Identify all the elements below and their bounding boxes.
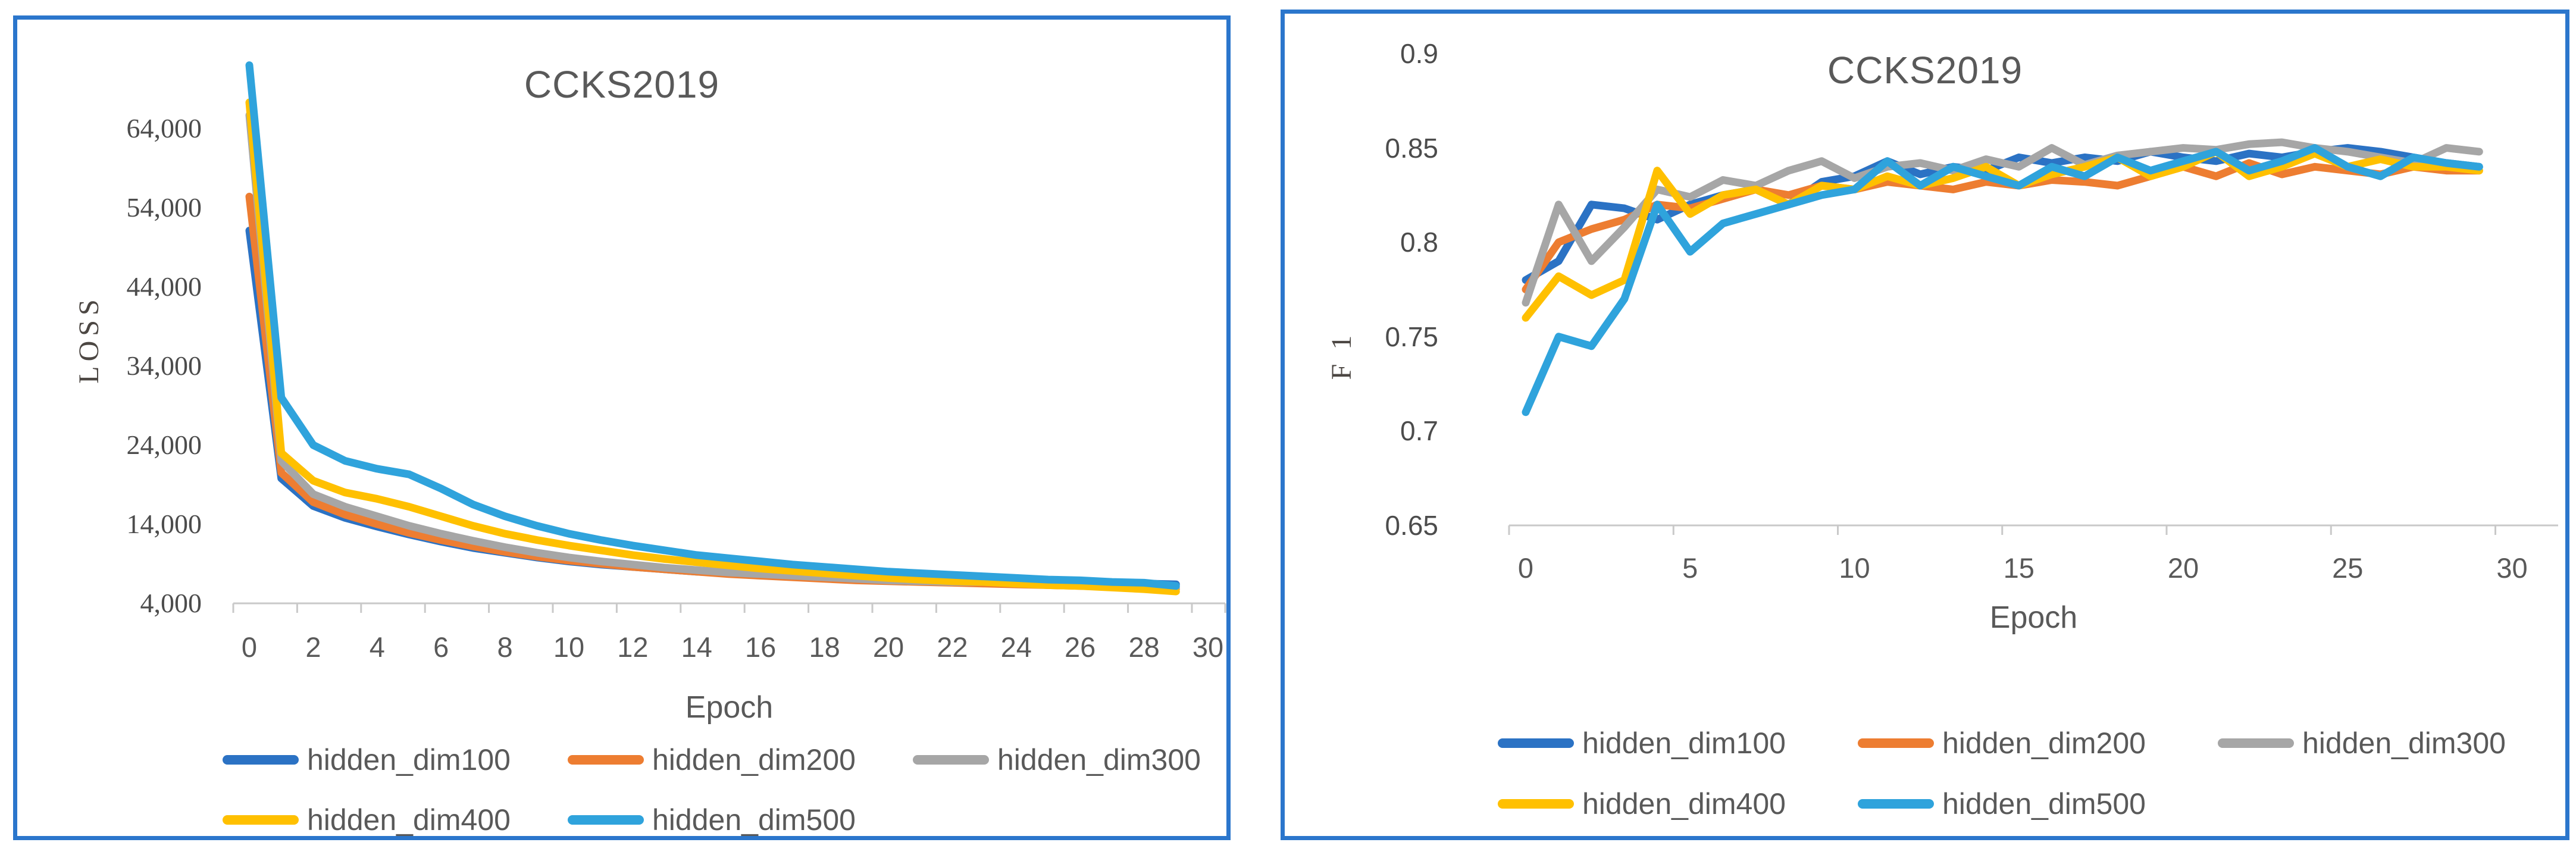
x-tick-label: 10 <box>553 631 585 663</box>
legend-swatch-hidden-dim500 <box>568 815 644 825</box>
legend-swatch-hidden-dim100 <box>223 755 299 765</box>
y-tick-label: 24,000 <box>126 430 202 460</box>
legend-label: hidden_dim300 <box>997 743 1201 776</box>
x-tick-label: 16 <box>745 631 777 663</box>
legend-swatch-hidden-dim300 <box>2218 738 2294 748</box>
x-tick-label: 30 <box>2496 552 2528 584</box>
x-tick-label: 14 <box>681 631 712 663</box>
f1-x-axis-title: Epoch <box>1989 600 2078 635</box>
x-tick-label: 10 <box>1839 552 1870 584</box>
loss-chart-title: CCKS2019 <box>524 63 720 106</box>
y-tick-label: 44,000 <box>126 271 202 302</box>
legend-swatch-hidden-dim100 <box>1498 738 1574 748</box>
legend-item-hidden-dim500: hidden_dim500 <box>568 803 856 837</box>
x-tick-label: 25 <box>2332 552 2364 584</box>
legend-item-hidden-dim200: hidden_dim200 <box>568 743 856 777</box>
legend-swatch-hidden-dim400 <box>223 815 299 825</box>
legend-item-hidden-dim100: hidden_dim100 <box>223 743 511 777</box>
legend-swatch-hidden-dim200 <box>1858 738 1934 748</box>
y-tick-label: 14,000 <box>126 509 202 539</box>
x-tick-label: 22 <box>937 631 968 663</box>
x-tick-label: 6 <box>433 631 449 663</box>
loss-x-axis-title: Epoch <box>685 690 774 725</box>
y-tick-label: 64,000 <box>126 113 202 143</box>
x-tick-label: 24 <box>1000 631 1032 663</box>
x-tick-label: 0 <box>1517 552 1534 584</box>
y-tick-label: 54,000 <box>126 192 202 223</box>
x-tick-label: 20 <box>2167 552 2199 584</box>
x-tick-label: 5 <box>1682 552 1698 584</box>
loss-line-chart <box>232 61 1226 613</box>
x-tick-label: 2 <box>305 631 321 663</box>
x-tick-label: 28 <box>1128 631 1160 663</box>
legend-label: hidden_dim500 <box>652 803 856 837</box>
legend-label: hidden_dim200 <box>652 743 856 776</box>
y-tick-label: 0.8 <box>1400 227 1438 258</box>
y-tick-label: 0.65 <box>1385 510 1438 541</box>
y-tick-label: 0.7 <box>1400 415 1438 447</box>
legend-label: hidden_dim200 <box>1942 727 2146 760</box>
y-tick-label: 0.9 <box>1400 38 1438 69</box>
legend-item-hidden-dim200: hidden_dim200 <box>1858 726 2146 760</box>
x-tick-label: 4 <box>369 631 385 663</box>
legend-item-hidden-dim400: hidden_dim400 <box>1498 787 1786 821</box>
legend-swatch-hidden-dim300 <box>913 755 989 765</box>
x-tick-label: 8 <box>497 631 513 663</box>
y-tick-label: 4,000 <box>140 588 202 618</box>
x-tick-label: 20 <box>872 631 904 663</box>
legend-label: hidden_dim400 <box>1582 787 1786 821</box>
y-tick-label: 34,000 <box>126 350 202 381</box>
legend-swatch-hidden-dim200 <box>568 755 644 765</box>
f1-line-chart <box>1508 138 2558 535</box>
legend-label: hidden_dim300 <box>2302 727 2506 760</box>
x-tick-label: 0 <box>241 631 258 663</box>
y-tick-label: 0.75 <box>1385 321 1438 352</box>
x-tick-label: 15 <box>2003 552 2034 584</box>
legend-label: hidden_dim100 <box>307 743 511 776</box>
legend-item-hidden-dim300: hidden_dim300 <box>2218 726 2506 760</box>
x-tick-label: 18 <box>809 631 840 663</box>
legend-swatch-hidden-dim500 <box>1858 799 1934 809</box>
f1-chart-panel: CCKS2019 F 1 Epoch hidden_dim100 hidden_… <box>1281 10 2569 840</box>
x-tick-label: 26 <box>1065 631 1096 663</box>
legend-item-hidden-dim400: hidden_dim400 <box>223 803 511 837</box>
loss-chart-panel: CCKS2019 LOSS Epoch hidden_dim100 hidden… <box>13 15 1231 840</box>
legend-item-hidden-dim100: hidden_dim100 <box>1498 726 1786 760</box>
legend-item-hidden-dim500: hidden_dim500 <box>1858 787 2146 821</box>
x-tick-label: 12 <box>617 631 649 663</box>
legend-label: hidden_dim500 <box>1942 787 2146 821</box>
y-tick-label: 0.85 <box>1385 132 1438 164</box>
legend-label: hidden_dim400 <box>307 803 511 837</box>
legend-swatch-hidden-dim400 <box>1498 799 1574 809</box>
legend-item-hidden-dim300: hidden_dim300 <box>913 743 1201 777</box>
f1-chart-title: CCKS2019 <box>1827 49 2023 92</box>
legend-label: hidden_dim100 <box>1582 727 1786 760</box>
x-tick-label: 30 <box>1192 631 1224 663</box>
